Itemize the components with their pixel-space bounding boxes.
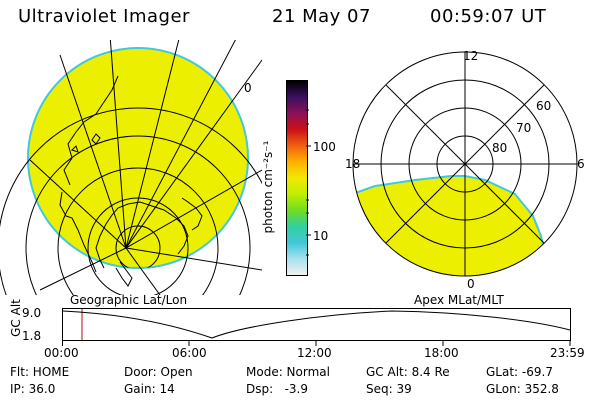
geo-partial-tick: 0 [244, 81, 252, 95]
mlt-label-12: 12 [463, 49, 478, 63]
geo-grid-lines [0, 40, 262, 295]
instrument-title: Ultraviolet Imager [18, 6, 190, 27]
colorbar-gradient [287, 81, 307, 275]
colorbar-tick-10: 10 [313, 229, 329, 243]
mlt-label-6: 6 [577, 157, 585, 171]
colorbar-tick-100: 100 [313, 140, 336, 154]
geo-coastlines [59, 75, 203, 287]
geo-panel-label: Geographic Lat/Lon [70, 293, 188, 307]
polar-panel-label: Apex MLat/MLT [414, 293, 504, 307]
timeline-x-ticks [62, 340, 571, 346]
geo-image-disk [27, 47, 249, 269]
timeline-xtick-1200: 12:00 [297, 346, 332, 360]
timeline-xtick-0600: 06:00 [172, 346, 207, 360]
polar-plot: 12 18 6 0 60 70 80 [345, 49, 585, 291]
polar-grid [352, 51, 578, 277]
info-dsp: Dsp: -3.9 [246, 382, 309, 396]
colorbar-axis [306, 109, 311, 256]
info-gain: Gain: 14 [124, 382, 175, 396]
mlat-label-80: 80 [492, 141, 507, 155]
info-glon: GLon: 352.8 [486, 382, 559, 396]
timeline-ytick-9: 9.0 [22, 306, 42, 320]
observation-time: 00:59:07 UT [430, 6, 547, 27]
info-mode: Mode: Normal [246, 365, 330, 379]
info-gc-alt: GC Alt: 8.4 Re [366, 365, 450, 379]
info-flight: Flt: HOME [10, 365, 70, 379]
info-seq: Seq: 39 [366, 382, 412, 396]
info-ip: IP: 36.0 [10, 382, 56, 396]
timeline-plot [62, 308, 571, 346]
colorbar [286, 80, 308, 276]
mlt-label-0: 0 [467, 277, 475, 291]
observation-date: 21 May 07 [272, 6, 371, 27]
info-door: Door: Open [124, 365, 193, 379]
geographic-image: 0 [0, 40, 262, 295]
timeline-altitude-curve [62, 310, 571, 339]
mlat-label-60: 60 [536, 99, 551, 113]
info-glat: GLat: -69.7 [486, 365, 553, 379]
timeline-axis-label: GC Alt [9, 299, 23, 337]
mlt-label-18: 18 [345, 157, 360, 171]
timeline-ytick-1-8: 1.8 [22, 329, 42, 343]
mlat-label-70: 70 [516, 121, 531, 135]
timeline-xtick-1800: 18:00 [424, 346, 459, 360]
polar-image-fill [353, 175, 547, 276]
colorbar-unit-label: photon cm⁻²s⁻¹ [261, 140, 275, 234]
timeline-xtick-0000: 00:00 [44, 346, 79, 360]
timeline-xtick-2359: 23:59 [550, 346, 585, 360]
